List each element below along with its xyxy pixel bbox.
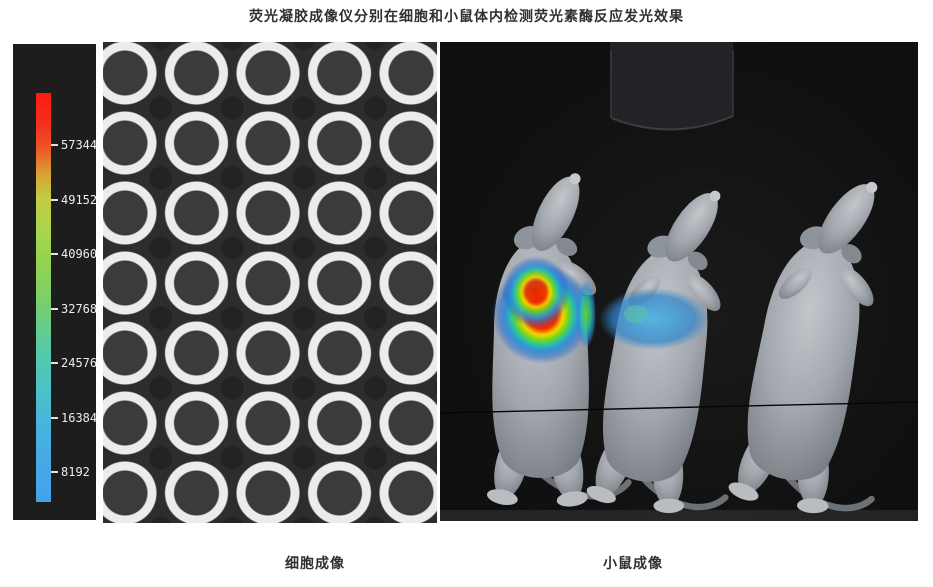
mouse-right (725, 163, 918, 521)
figure-title: 荧光凝胶成像仪分别在细胞和小鼠体内检测荧光素酶反应发光效果 (249, 9, 684, 25)
well-green (239, 262, 293, 316)
tick-mark (51, 307, 58, 310)
tick-label: 16384 (61, 410, 96, 425)
colorbar-tick: 40960 (51, 246, 96, 262)
tick-label: 57344 (61, 138, 96, 152)
tick-label: 32768 (61, 301, 96, 316)
well-blue (239, 402, 293, 456)
colorbar-tick: 8192 (51, 464, 96, 480)
colorbar-panel: 57344 49152 40960 32768 24576 16384 8192 (13, 44, 96, 520)
colorbar-tick: 24576 (51, 355, 96, 371)
colorbar-tick: 16384 (51, 410, 96, 426)
caption-mouse-imaging: 小鼠成像 (603, 556, 663, 572)
tick-label: 40960 (61, 247, 96, 261)
well-blue (311, 402, 365, 456)
tick-mark (51, 416, 58, 419)
heat-spot-weak-center (624, 305, 648, 323)
colorbar-gradient (36, 93, 51, 502)
tick-mark (51, 253, 58, 255)
colorbar-tick: 57344 (51, 137, 96, 153)
imaging-nozzle (610, 42, 734, 131)
heat-streak-green (576, 280, 596, 348)
well-red (167, 122, 221, 176)
tick-label: 49152 (61, 192, 96, 207)
tick-mark (51, 362, 58, 364)
tick-mark (51, 198, 58, 201)
tick-label: 8192 (61, 465, 90, 479)
well-plate-image (103, 42, 437, 523)
heat-spot-strong-lobe (502, 256, 570, 328)
floor-strip (440, 510, 918, 521)
well-red (311, 122, 365, 176)
tick-label: 24576 (61, 356, 96, 370)
caption-cell-imaging: 细胞成像 (285, 556, 345, 572)
mice-image (440, 42, 918, 521)
reference-line (440, 401, 918, 414)
tick-mark (51, 471, 58, 473)
tick-mark (51, 144, 58, 146)
well-blue (167, 402, 221, 456)
well-green (167, 262, 221, 316)
colorbar-tick: 32768 (51, 301, 96, 317)
well-green (311, 262, 365, 316)
colorbar-tick: 49152 (51, 192, 96, 208)
mice-illustration (440, 42, 918, 521)
heat-spot-weak (599, 288, 709, 350)
colorbar-ticks: 57344 49152 40960 32768 24576 16384 8192 (51, 137, 96, 480)
well-red (239, 122, 293, 176)
